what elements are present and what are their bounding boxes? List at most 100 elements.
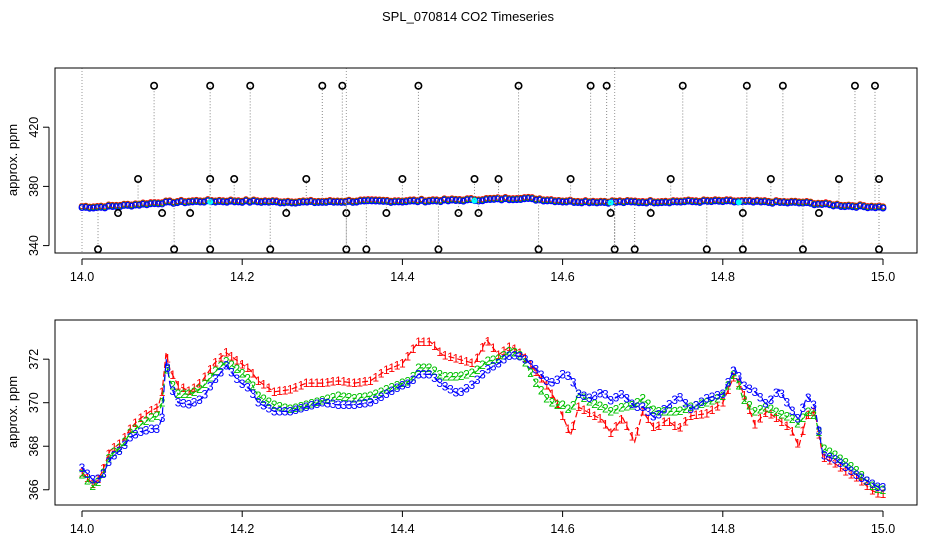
bottom-point-label-2: 2 — [148, 411, 155, 425]
top-point-series3 — [566, 197, 574, 205]
top-point-series4 — [471, 197, 478, 204]
bottom-point-label-3: 3 — [581, 389, 588, 403]
bottom-point-label-2: 2 — [618, 401, 625, 415]
top-point-series3 — [879, 204, 887, 212]
top-point-series3 — [814, 201, 822, 208]
top-point-series3 — [242, 197, 250, 205]
top-outlier-point — [338, 81, 347, 90]
top-point-series3 — [410, 197, 418, 205]
bottom-point-label-1: 1 — [394, 359, 401, 373]
bottom-point-label-2: 2 — [319, 394, 326, 408]
bottom-point-label-2: 2 — [623, 399, 630, 413]
top-point-series3 — [505, 196, 513, 204]
bottom-point-label-3: 3 — [201, 387, 208, 401]
x-tick-label: 15.0 — [871, 522, 895, 536]
bottom-point-label-1: 1 — [671, 419, 678, 433]
bottom-point-label-2: 2 — [468, 366, 475, 380]
top-series-layer — [78, 68, 887, 254]
top-outlier-point — [414, 81, 423, 90]
bottom-point-label-3: 3 — [196, 393, 203, 407]
bottom-point-label-3: 3 — [527, 357, 534, 371]
bottom-point-label-2: 2 — [837, 452, 844, 466]
bottom-point-label-3: 3 — [116, 444, 123, 458]
top-outlier-point — [494, 175, 503, 184]
bottom-point-label-3: 3 — [362, 396, 369, 410]
bottom-point-label-1: 1 — [276, 384, 283, 398]
top-point-series3 — [124, 201, 132, 209]
bottom-point-label-2: 2 — [185, 387, 192, 401]
bottom-point-label-1: 1 — [484, 334, 491, 348]
top-point-series3 — [726, 197, 734, 205]
top-outlier-point — [246, 81, 255, 90]
top-y-axis: 340 380 420 — [27, 117, 50, 256]
bottom-point-label-2: 2 — [832, 448, 839, 462]
bottom-point-label-3: 3 — [95, 472, 102, 486]
bottom-point-label-1: 1 — [495, 348, 502, 362]
bottom-point-label-3: 3 — [308, 399, 315, 413]
top-point-series3 — [105, 202, 113, 210]
top-point-series3 — [433, 197, 441, 205]
bottom-point-label-2: 2 — [292, 401, 299, 415]
bottom-point-label-1: 1 — [308, 376, 315, 390]
bottom-point-label-1: 1 — [517, 346, 524, 360]
bottom-point-label-3: 3 — [490, 359, 497, 373]
bottom-point-label-1: 1 — [79, 465, 86, 479]
bottom-point-label-3: 3 — [816, 424, 823, 438]
bottom-point-label-3: 3 — [169, 384, 176, 398]
top-point-series3 — [627, 198, 635, 206]
top-outlier-point — [646, 209, 655, 218]
bottom-point-label-3: 3 — [447, 383, 454, 397]
bottom-plot-frame — [54, 319, 918, 506]
bottom-point-label-3: 3 — [335, 398, 342, 412]
top-point-series3 — [574, 199, 582, 206]
top-point-series3 — [646, 198, 654, 206]
x-tick-label: 14.0 — [70, 522, 94, 536]
bottom-point-label-1: 1 — [559, 409, 566, 423]
top-point-series3 — [261, 198, 269, 206]
top-point-series3 — [742, 198, 750, 206]
bottom-point-label-2: 2 — [436, 368, 443, 382]
top-point-series3 — [807, 199, 814, 207]
bottom-point-label-1: 1 — [410, 342, 417, 356]
bottom-point-label-2: 2 — [132, 422, 139, 436]
bottom-point-label-3: 3 — [468, 378, 475, 392]
x-tick-label: 14.6 — [550, 270, 574, 284]
bottom-point-label-3: 3 — [682, 396, 689, 410]
bottom-point-label-3: 3 — [159, 411, 166, 425]
bottom-point-label-3: 3 — [111, 449, 118, 463]
bottom-point-label-1: 1 — [351, 376, 358, 390]
top-point-series3 — [196, 198, 204, 206]
bottom-point-label-3: 3 — [367, 396, 374, 410]
top-outlier-point — [150, 81, 159, 90]
bottom-point-label-1: 1 — [794, 436, 801, 450]
top-point-series3 — [109, 203, 116, 210]
top-point-series3 — [326, 198, 334, 206]
top-point-series3 — [837, 203, 845, 210]
bottom-point-label-2: 2 — [314, 395, 321, 409]
bottom-point-label-1: 1 — [330, 375, 337, 389]
bottom-point-label-3: 3 — [228, 365, 235, 379]
bottom-point-label-2: 2 — [597, 399, 604, 413]
bottom-point-label-3: 3 — [207, 380, 214, 394]
bottom-point-label-2: 2 — [522, 355, 529, 369]
bottom-point-label-2: 2 — [848, 460, 855, 474]
bottom-point-label-2: 2 — [244, 372, 251, 386]
bottom-point-label-2: 2 — [175, 387, 182, 401]
bottom-point-label-3: 3 — [324, 396, 331, 410]
bottom-point-label-1: 1 — [880, 487, 887, 501]
top-point-series3 — [215, 198, 223, 206]
bottom-point-label-3: 3 — [250, 387, 257, 401]
bottom-y-axis: 366 368 370 372 — [27, 349, 50, 500]
top-point-series3 — [86, 204, 94, 212]
top-point-series3 — [192, 198, 200, 206]
bottom-point-label-1: 1 — [153, 401, 160, 415]
bottom-point-label-2: 2 — [773, 405, 780, 419]
top-point-series3 — [559, 198, 567, 206]
bottom-point-label-2: 2 — [853, 463, 860, 477]
bottom-point-label-2: 2 — [452, 370, 459, 384]
bottom-point-label-2: 2 — [410, 370, 417, 384]
y-tick-label: 370 — [27, 392, 41, 413]
top-point-series3 — [440, 196, 448, 204]
bottom-point-label-2: 2 — [340, 390, 347, 404]
